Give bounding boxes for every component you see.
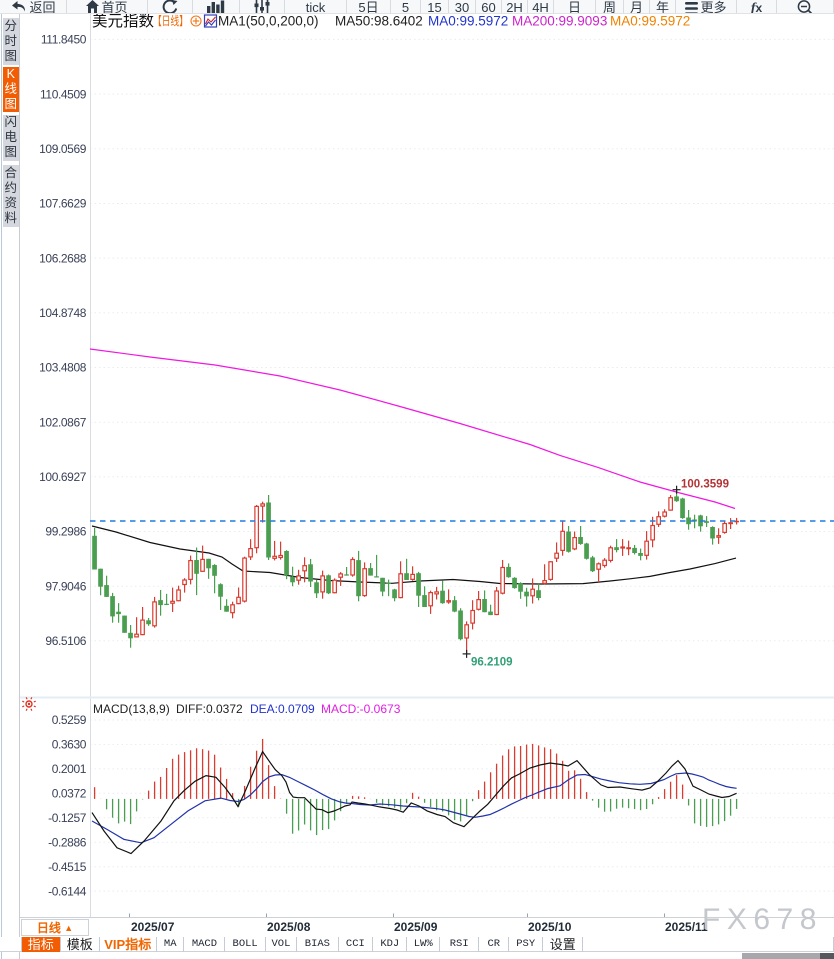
svg-text:100.3599: 100.3599	[681, 479, 729, 491]
svg-text:0.3630: 0.3630	[52, 738, 87, 752]
svg-text:100.6927: 100.6927	[39, 470, 87, 484]
svg-text:104.8748: 104.8748	[39, 306, 87, 320]
svg-text:106.2688: 106.2688	[39, 251, 87, 265]
svg-text:MACD:-0.0673: MACD:-0.0673	[321, 702, 401, 716]
svg-text:99.2986: 99.2986	[45, 525, 86, 539]
svg-text:111.8450: 111.8450	[41, 33, 87, 47]
svg-text:102.0867: 102.0867	[39, 415, 87, 429]
svg-text:0.5259: 0.5259	[52, 713, 87, 727]
svg-text:103.4808: 103.4808	[39, 361, 87, 375]
svg-text:96.5106: 96.5106	[45, 634, 86, 648]
svg-text:0.0372: 0.0372	[52, 787, 87, 801]
svg-text:美元指数: 美元指数	[92, 12, 155, 30]
svg-text:MA200:99.9093: MA200:99.9093	[512, 14, 607, 29]
svg-text:MACD(13,8,9): MACD(13,8,9)	[93, 702, 170, 716]
svg-text:【日线】: 【日线】	[153, 14, 188, 28]
svg-text:DIFF:0.0372: DIFF:0.0372	[176, 702, 243, 716]
svg-text:MA0:99.5972: MA0:99.5972	[610, 14, 690, 29]
svg-text:MA1(50,0,200,0): MA1(50,0,200,0)	[218, 14, 319, 29]
svg-text:MA50:98.6402: MA50:98.6402	[335, 14, 423, 29]
svg-text:-0.6144: -0.6144	[48, 884, 87, 898]
svg-text:109.0569: 109.0569	[39, 142, 87, 156]
svg-text:-0.4515: -0.4515	[48, 860, 87, 874]
svg-text:-0.1257: -0.1257	[48, 811, 87, 825]
svg-text:96.2109: 96.2109	[471, 657, 513, 669]
svg-text:97.9046: 97.9046	[45, 579, 86, 593]
svg-text:MA0:99.5972: MA0:99.5972	[428, 14, 508, 29]
svg-text:-0.2886: -0.2886	[48, 835, 87, 849]
svg-text:DEA:0.0709: DEA:0.0709	[250, 702, 315, 716]
svg-text:0.2001: 0.2001	[52, 762, 87, 776]
svg-text:110.4509: 110.4509	[40, 87, 87, 101]
svg-text:107.6629: 107.6629	[39, 197, 87, 211]
